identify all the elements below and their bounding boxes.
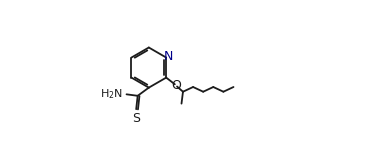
Text: O: O	[171, 79, 181, 92]
Text: H$_2$N: H$_2$N	[100, 87, 123, 101]
Text: N: N	[164, 50, 173, 63]
Text: S: S	[132, 112, 140, 125]
